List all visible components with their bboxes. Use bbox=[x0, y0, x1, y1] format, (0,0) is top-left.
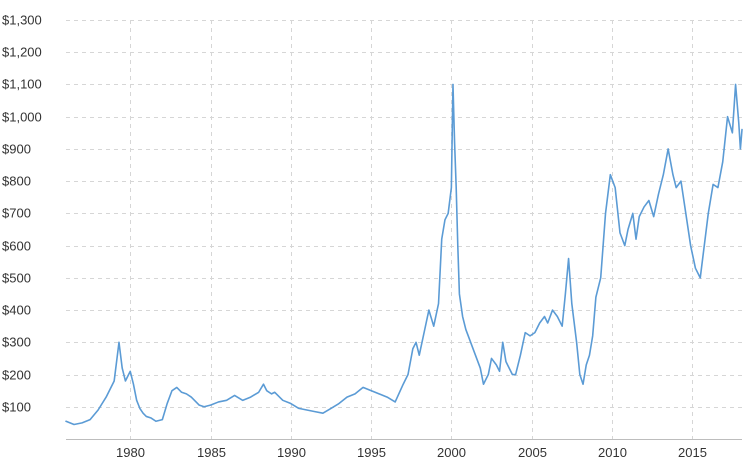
y-axis-labels: $100 $200 $300 $400 $500 $600 $700 $800 $900 $1,0… bbox=[2, 13, 42, 415]
y-tick-label: $1,000 bbox=[2, 110, 42, 125]
y-tick-label: $500 bbox=[2, 271, 31, 286]
y-tick-label: $900 bbox=[2, 142, 31, 157]
y-tick-label: $200 bbox=[2, 368, 31, 383]
x-tick-label: 1985 bbox=[197, 445, 226, 460]
y-tick-label: $800 bbox=[2, 174, 31, 189]
y-tick-label: $1,200 bbox=[2, 45, 42, 60]
y-tick-label: $1,300 bbox=[2, 13, 42, 28]
x-tick-label: 2000 bbox=[437, 445, 466, 460]
series-group bbox=[65, 83, 743, 426]
x-gridlines bbox=[130, 20, 693, 439]
y-gridlines bbox=[66, 20, 742, 408]
x-tick-label: 1990 bbox=[277, 445, 306, 460]
y-tick-label: $400 bbox=[2, 303, 31, 318]
y-tick-label: $600 bbox=[2, 239, 31, 254]
series-line bbox=[65, 83, 743, 426]
y-tick-label: $700 bbox=[2, 206, 31, 221]
x-tick-label: 2015 bbox=[678, 445, 707, 460]
y-tick-label: $1,100 bbox=[2, 77, 42, 92]
x-axis-labels: 1980 1985 1990 1995 2000 2005 2010 2015 bbox=[116, 445, 707, 460]
x-tick-label: 2005 bbox=[518, 445, 547, 460]
x-tick-label: 2010 bbox=[598, 445, 627, 460]
y-tick-label: $100 bbox=[2, 400, 31, 415]
x-tick-label: 1995 bbox=[357, 445, 386, 460]
y-tick-label: $300 bbox=[2, 335, 31, 350]
x-tick-label: 1980 bbox=[116, 445, 145, 460]
